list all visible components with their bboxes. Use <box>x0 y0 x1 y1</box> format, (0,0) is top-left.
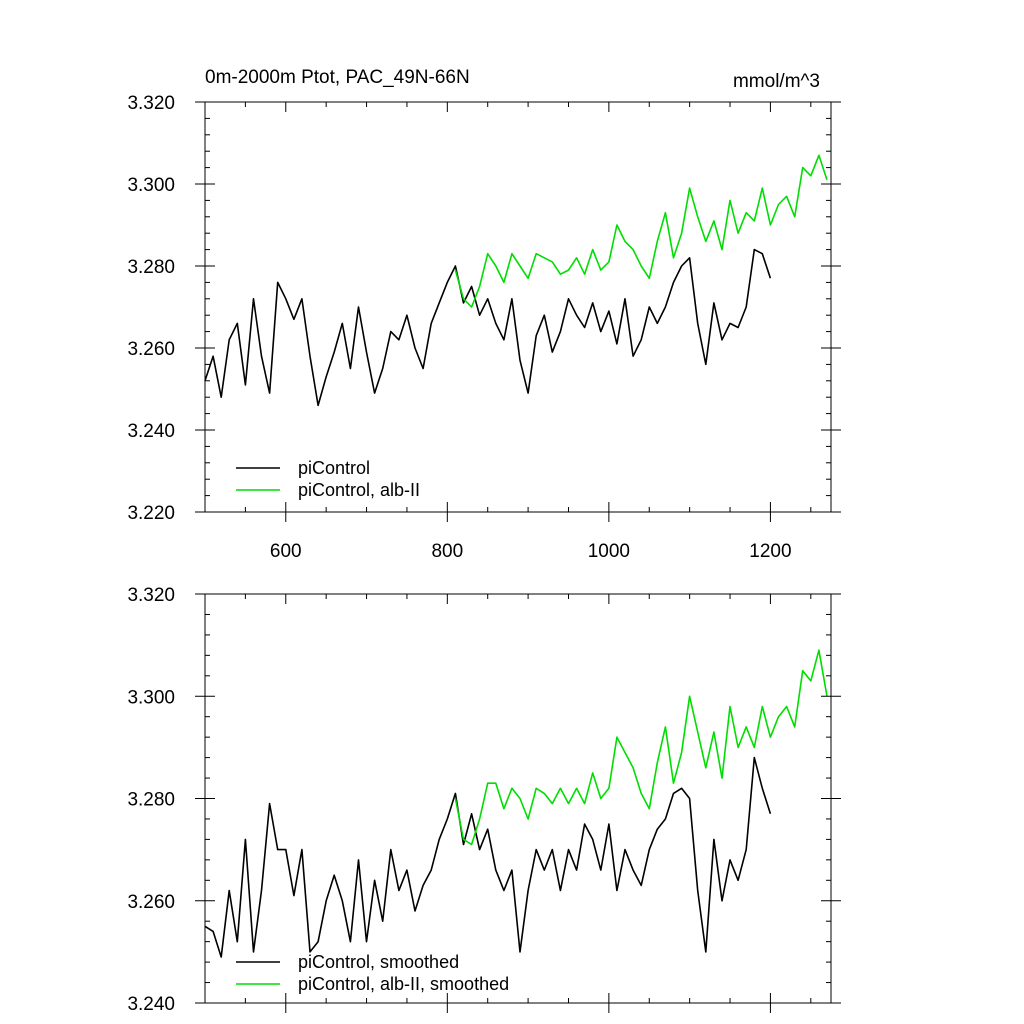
x-tick-label: 1200 <box>749 541 791 562</box>
legend: piControl piControl, alb-II <box>236 458 420 500</box>
plot-lines <box>204 154 828 407</box>
y-tick-label: 3.320 <box>127 93 175 114</box>
y-tick-label: 3.300 <box>127 175 175 196</box>
x-tick-label: 1000 <box>588 541 630 562</box>
series-line-picontrol-smoothed <box>204 756 772 958</box>
legend-label-alb-ii: piControl, alb-II <box>298 480 420 500</box>
y-tick-label: 3.240 <box>127 994 175 1015</box>
legend: piControl, smoothed piControl, alb-II, s… <box>236 952 509 994</box>
y-tick-label: 3.300 <box>127 687 175 708</box>
panel-title: 0m-2000m Ptot, PAC_49N-66N <box>205 67 470 88</box>
axis-ticks: 600 800 1000 1200 3.220 3.240 3.260 3.280 3.300 3… <box>127 93 841 562</box>
y-tick-label: 3.220 <box>127 503 175 524</box>
bottom-panel: 3.240 3.260 3.280 3.300 3.320 piControl, smo… <box>127 585 841 1015</box>
x-tick-label: 600 <box>270 541 302 562</box>
series-line-picontrol-alb-ii-smoothed <box>454 649 828 846</box>
series-line-picontrol <box>204 248 772 407</box>
legend-label-picontrol-smoothed: piControl, smoothed <box>298 952 459 972</box>
y-tick-label: 3.280 <box>127 790 175 811</box>
y-tick-label: 3.240 <box>127 421 175 442</box>
plot-frame <box>204 101 832 513</box>
series-line-picontrol-alb-ii <box>454 154 828 308</box>
y-tick-label: 3.260 <box>127 339 175 360</box>
legend-label-alb-ii-smoothed: piControl, alb-II, smoothed <box>298 974 509 994</box>
plot-lines <box>204 649 828 958</box>
units-label: mmol/m^3 <box>733 71 820 92</box>
axis-ticks: 3.240 3.260 3.280 3.300 3.320 <box>127 585 841 1015</box>
legend-label-picontrol: piControl <box>298 458 370 478</box>
x-tick-label: 800 <box>431 541 463 562</box>
y-tick-label: 3.320 <box>127 585 175 606</box>
y-tick-label: 3.260 <box>127 892 175 913</box>
y-tick-label: 3.280 <box>127 257 175 278</box>
top-panel: 0m-2000m Ptot, PAC_49N-66N mmol/m^3 600 8… <box>127 67 841 562</box>
plot-frame <box>204 593 832 1004</box>
